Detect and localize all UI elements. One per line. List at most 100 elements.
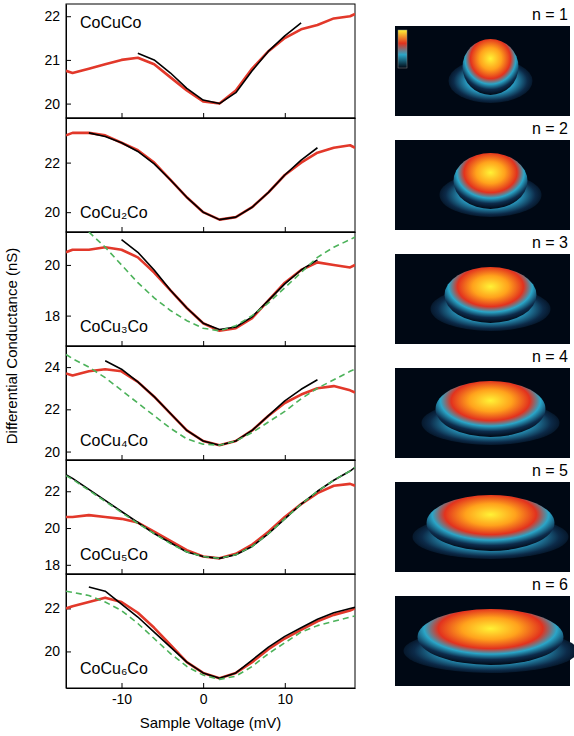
x-tick-mark <box>285 341 286 346</box>
x-tick: 10 <box>278 683 294 707</box>
x-tick <box>203 113 204 118</box>
image-label: n = 5 <box>532 462 568 479</box>
y-axis: 1820 <box>44 233 71 347</box>
panel: 2022-10010CoCu₆Con = 6 <box>44 574 574 707</box>
y-tick-mark <box>66 367 71 368</box>
image-blob <box>418 609 564 665</box>
x-tick-mark <box>122 341 123 346</box>
image-background <box>395 26 570 116</box>
figure: 202122CoCuCon = 12022CoCu₂Con = 21820CoC… <box>0 0 574 736</box>
image-panel <box>395 596 574 686</box>
image-label: n = 3 <box>532 234 568 251</box>
x-tick-mark <box>285 569 286 574</box>
y-tick-label: 20 <box>44 643 60 659</box>
x-tick: 0 <box>200 683 208 707</box>
x-tick <box>203 341 204 346</box>
x-tick <box>122 341 123 346</box>
x-tick-label: 0 <box>200 691 208 707</box>
plot-frame <box>66 574 355 688</box>
x-tick-label: 10 <box>278 691 294 707</box>
y-tick: 20 <box>44 444 71 460</box>
x-tick <box>285 455 286 460</box>
x-tick-mark <box>122 455 123 460</box>
axis-line <box>66 5 67 119</box>
y-tick: 20 <box>44 204 71 220</box>
image-panel <box>395 368 570 458</box>
plot-marks <box>66 587 355 679</box>
image-background <box>395 140 570 230</box>
x-tick <box>285 569 286 574</box>
data-line <box>66 598 355 679</box>
x-tick-mark <box>203 113 204 118</box>
y-tick: 20 <box>44 643 71 659</box>
panel: 18 20 22 CoCu₅Co n = 5 <box>44 460 570 575</box>
panel-title: CoCu₂Co <box>80 204 148 221</box>
x-tick <box>203 455 204 460</box>
y-tick: 22 <box>44 8 71 24</box>
y-tick-mark <box>66 528 71 529</box>
y-tick-label: 24 <box>44 359 60 375</box>
x-tick <box>122 455 123 460</box>
x-tick-mark <box>285 227 286 232</box>
y-axis-title: Differential Conductance (nS) <box>3 248 20 445</box>
y-tick-label: 18 <box>44 557 60 573</box>
y-axis: 20 21 22 <box>44 5 71 119</box>
x-tick-mark <box>285 113 286 118</box>
panel: 1820CoCu₃Con = 3 <box>44 232 570 347</box>
x-tick-mark <box>203 341 204 346</box>
image-panel <box>395 482 570 572</box>
image-blob <box>463 39 519 95</box>
y-tick-label: 22 <box>44 401 60 417</box>
y-tick-label: 20 <box>44 444 60 460</box>
y-tick-mark <box>66 104 71 105</box>
x-tick <box>122 569 123 574</box>
x-tick-label: -10 <box>112 691 132 707</box>
y-tick-label: 22 <box>44 600 60 616</box>
y-axis: 20 22 24 <box>44 347 71 461</box>
fit-line-dashed <box>66 591 355 679</box>
y-tick: 20 <box>44 96 71 112</box>
x-tick-mark <box>203 227 204 232</box>
panel: 2022CoCu₂Con = 2 <box>44 118 570 233</box>
y-tick-label: 22 <box>44 483 60 499</box>
y-tick-label: 22 <box>44 8 60 24</box>
y-tick: 18 <box>44 557 71 573</box>
x-tick: -10 <box>112 683 132 707</box>
data-line <box>66 14 355 104</box>
panel: 20 22 24 CoCu₄Co n = 4 <box>44 346 570 461</box>
y-tick-label: 20 <box>44 257 60 273</box>
axis-line <box>67 688 356 689</box>
x-tick <box>285 113 286 118</box>
plot-frame <box>66 346 355 460</box>
y-tick-label: 18 <box>44 308 60 324</box>
image-panel <box>395 254 570 344</box>
y-tick: 18 <box>44 308 71 324</box>
y-tick-mark <box>66 452 71 453</box>
panel-title: CoCu₄Co <box>80 432 148 449</box>
image-blob <box>445 267 537 323</box>
image-label: n = 6 <box>532 576 568 593</box>
x-tick <box>122 227 123 232</box>
image-background <box>395 254 570 344</box>
x-tick <box>122 113 123 118</box>
y-tick: 21 <box>44 52 71 68</box>
x-tick <box>285 341 286 346</box>
y-tick-label: 20 <box>44 520 60 536</box>
x-axis-title: Sample Voltage (mV) <box>140 714 282 731</box>
image-blob <box>427 495 555 551</box>
plot-frame <box>66 232 355 346</box>
y-tick: 22 <box>44 155 71 171</box>
fit-line <box>66 467 355 558</box>
panel-title: CoCuCo <box>80 14 141 31</box>
y-tick: 22 <box>44 483 71 499</box>
y-tick: 20 <box>44 520 71 536</box>
axis-line <box>66 233 67 347</box>
fit-line-dashed <box>89 232 355 331</box>
image-label: n = 4 <box>532 348 568 365</box>
panel-title: CoCu₃Co <box>80 318 148 335</box>
y-tick-mark <box>66 409 71 410</box>
y-tick-mark <box>66 60 71 61</box>
x-tick-mark <box>122 113 123 118</box>
panel-title: CoCu₅Co <box>80 546 148 563</box>
fit-line <box>138 23 301 104</box>
